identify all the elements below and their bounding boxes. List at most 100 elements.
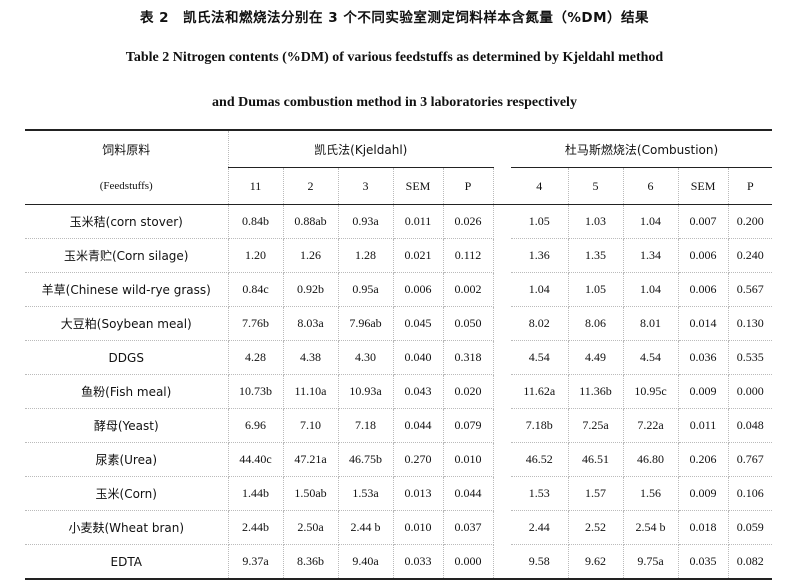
combustion-sem: 0.035 xyxy=(678,544,729,580)
combustion-col-header: 6 xyxy=(623,167,679,205)
combustion-sem: 0.036 xyxy=(678,340,729,375)
kjeldahl-value: 44.40c xyxy=(228,442,284,477)
kjeldahl-value: 8.36b xyxy=(283,544,339,580)
kjeldahl-value: 1.50ab xyxy=(283,476,339,511)
table-row: 酵母(Yeast) 6.96 7.10 7.18 0.044 0.079 7.1… xyxy=(25,408,773,443)
kjeldahl-p: 0.010 xyxy=(443,442,494,477)
combustion-sem: 0.006 xyxy=(678,238,729,273)
kjeldahl-sem: 0.270 xyxy=(393,442,444,477)
kjeldahl-group-header: 凯氏法(Kjeldahl) xyxy=(228,129,494,168)
combustion-value: 1.04 xyxy=(623,204,679,239)
combustion-sem: 0.011 xyxy=(678,408,729,443)
combustion-p: 0.048 xyxy=(728,408,773,443)
combustion-p: 0.082 xyxy=(728,544,773,580)
kjeldahl-value: 2.44 b xyxy=(338,510,394,545)
combustion-value: 1.04 xyxy=(511,272,569,307)
combustion-value: 2.54 b xyxy=(623,510,679,545)
combustion-sem: 0.009 xyxy=(678,476,729,511)
combustion-col-header: P xyxy=(728,167,773,205)
combustion-col-header: SEM xyxy=(678,167,729,205)
kjeldahl-value: 0.93a xyxy=(338,204,394,239)
table-title-chinese: 表 2 凯氏法和燃烧法分别在 3 个不同实验室测定饲料样本含氮量（%DM）结果 xyxy=(139,10,650,26)
combustion-p: 0.106 xyxy=(728,476,773,511)
kjeldahl-p: 0.037 xyxy=(443,510,494,545)
feedstuff-name: 玉米秸(corn stover) xyxy=(25,204,229,239)
kjeldahl-value: 0.92b xyxy=(283,272,339,307)
nitrogen-content-table: 饲料原料 凯氏法(Kjeldahl) 杜马斯燃烧法(Combustion) (F… xyxy=(25,129,773,580)
kjeldahl-sem: 0.043 xyxy=(393,374,444,409)
combustion-p: 0.567 xyxy=(728,272,773,307)
combustion-sem: 0.206 xyxy=(678,442,729,477)
combustion-value: 1.03 xyxy=(568,204,624,239)
combustion-value: 9.58 xyxy=(511,544,569,580)
combustion-sem: 0.018 xyxy=(678,510,729,545)
combustion-value: 11.62a xyxy=(511,374,569,409)
feedstuff-name: 小麦麸(Wheat bran) xyxy=(25,510,229,545)
combustion-value: 8.02 xyxy=(511,306,569,341)
kjeldahl-col-header: 11 xyxy=(228,167,284,205)
feedstuff-name: 玉米(Corn) xyxy=(25,476,229,511)
kjeldahl-p: 0.020 xyxy=(443,374,494,409)
kjeldahl-sem: 0.006 xyxy=(393,272,444,307)
kjeldahl-col-header: 2 xyxy=(283,167,339,205)
table-row: 玉米(Corn) 1.44b 1.50ab 1.53a 0.013 0.044 … xyxy=(25,476,773,511)
combustion-value: 1.05 xyxy=(511,204,569,239)
combustion-value: 1.34 xyxy=(623,238,679,273)
kjeldahl-sem: 0.013 xyxy=(393,476,444,511)
kjeldahl-p: 0.000 xyxy=(443,544,494,580)
kjeldahl-value: 1.26 xyxy=(283,238,339,273)
kjeldahl-value: 47.21a xyxy=(283,442,339,477)
table-row: EDTA 9.37a 8.36b 9.40a 0.033 0.000 9.58 … xyxy=(25,544,773,580)
kjeldahl-value: 1.20 xyxy=(228,238,284,273)
table-row: 小麦麸(Wheat bran) 2.44b 2.50a 2.44 b 0.010… xyxy=(25,510,773,545)
kjeldahl-value: 0.88ab xyxy=(283,204,339,239)
combustion-value: 2.44 xyxy=(511,510,569,545)
combustion-value: 1.04 xyxy=(623,272,679,307)
feedstuff-name: DDGS xyxy=(25,340,229,375)
combustion-value: 4.54 xyxy=(623,340,679,375)
combustion-sem: 0.014 xyxy=(678,306,729,341)
combustion-value: 8.01 xyxy=(623,306,679,341)
feedstuff-header-cn: 饲料原料 xyxy=(25,129,229,168)
kjeldahl-value: 4.30 xyxy=(338,340,394,375)
header-row-columns: (Feedstuffs) 11 2 3 SEM P 4 5 6 SEM P xyxy=(25,167,773,205)
combustion-value: 9.62 xyxy=(568,544,624,580)
kjeldahl-p: 0.050 xyxy=(443,306,494,341)
kjeldahl-value: 7.10 xyxy=(283,408,339,443)
kjeldahl-value: 2.50a xyxy=(283,510,339,545)
feedstuff-name: 玉米青贮(Corn silage) xyxy=(25,238,229,273)
combustion-value: 9.75a xyxy=(623,544,679,580)
kjeldahl-value: 7.96ab xyxy=(338,306,394,341)
kjeldahl-value: 6.96 xyxy=(228,408,284,443)
combustion-p: 0.535 xyxy=(728,340,773,375)
combustion-value: 7.18b xyxy=(511,408,569,443)
kjeldahl-value: 4.38 xyxy=(283,340,339,375)
table-body: 玉米秸(corn stover) 0.84b 0.88ab 0.93a 0.01… xyxy=(25,204,773,580)
table-row: 大豆粕(Soybean meal) 7.76b 8.03a 7.96ab 0.0… xyxy=(25,306,773,341)
kjeldahl-value: 4.28 xyxy=(228,340,284,375)
kjeldahl-sem: 0.011 xyxy=(393,204,444,239)
kjeldahl-p: 0.318 xyxy=(443,340,494,375)
kjeldahl-p: 0.079 xyxy=(443,408,494,443)
combustion-sem: 0.007 xyxy=(678,204,729,239)
kjeldahl-value: 8.03a xyxy=(283,306,339,341)
combustion-p: 0.240 xyxy=(728,238,773,273)
combustion-p: 0.059 xyxy=(728,510,773,545)
combustion-value: 1.05 xyxy=(568,272,624,307)
kjeldahl-value: 1.53a xyxy=(338,476,394,511)
table-row: 玉米青贮(Corn silage) 1.20 1.26 1.28 0.021 0… xyxy=(25,238,773,273)
combustion-value: 4.49 xyxy=(568,340,624,375)
feedstuff-name: 酵母(Yeast) xyxy=(25,408,229,443)
kjeldahl-sem: 0.040 xyxy=(393,340,444,375)
kjeldahl-value: 0.84c xyxy=(228,272,284,307)
feedstuff-name: 鱼粉(Fish meal) xyxy=(25,374,229,409)
combustion-group-header: 杜马斯燃烧法(Combustion) xyxy=(511,129,773,168)
kjeldahl-col-header: 3 xyxy=(338,167,394,205)
table-row: 尿素(Urea) 44.40c 47.21a 46.75b 0.270 0.01… xyxy=(25,442,773,477)
table-row: 鱼粉(Fish meal) 10.73b 11.10a 10.93a 0.043… xyxy=(25,374,773,409)
kjeldahl-value: 9.40a xyxy=(338,544,394,580)
kjeldahl-sem: 0.033 xyxy=(393,544,444,580)
combustion-value: 1.35 xyxy=(568,238,624,273)
feedstuff-name: 尿素(Urea) xyxy=(25,442,229,477)
combustion-p: 0.000 xyxy=(728,374,773,409)
